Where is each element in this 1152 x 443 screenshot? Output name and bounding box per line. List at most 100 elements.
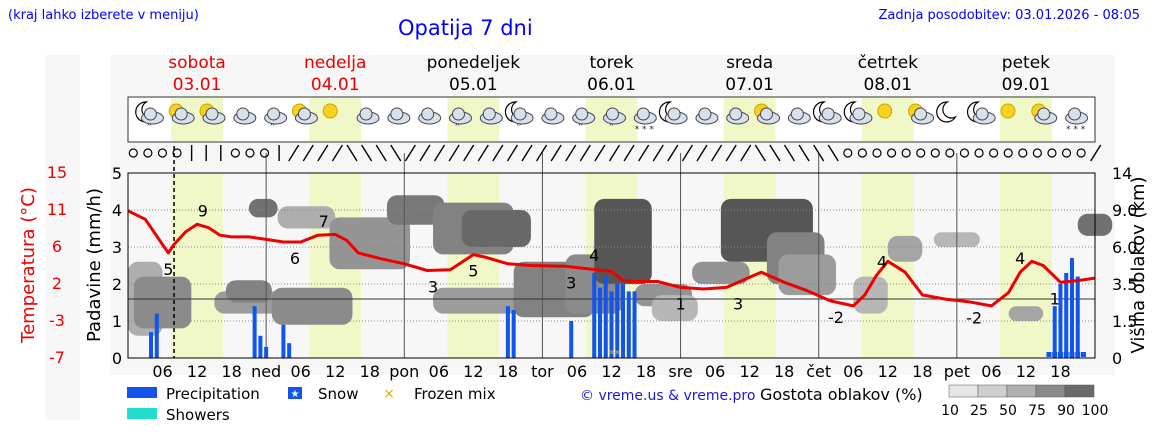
day-short-label: sre (668, 362, 692, 381)
wind-barb-icon (608, 144, 621, 162)
rain-drops: ′′ (578, 123, 583, 134)
cloud-density-swatch (977, 384, 1008, 398)
wind-barb-icon (492, 144, 504, 162)
wind-calm-icon (989, 148, 999, 158)
cloud-shape (729, 107, 743, 121)
wind-barb-icon (375, 144, 387, 162)
wind-calm-icon (1076, 148, 1086, 158)
day-short-label: tor (531, 362, 554, 381)
wind-barb-icon (827, 144, 839, 162)
cloud-density-tick: 75 (1028, 403, 1046, 419)
wind-barb-icon (638, 144, 650, 162)
precipitation-bar (569, 321, 574, 358)
hour-tick-label: 06 (705, 362, 725, 381)
hour-tick-label: 18 (221, 362, 241, 381)
cloud-density-area (611, 210, 647, 277)
wind-barb-icon (579, 144, 591, 162)
wind-barb-icon (754, 144, 766, 162)
cloud-rain-icon: ′′ (603, 107, 626, 134)
cloud-shape (975, 107, 989, 121)
wind-barb-icon (696, 144, 708, 162)
cloud-shape (297, 107, 311, 121)
hour-tick-label: 18 (912, 362, 932, 381)
wind-calm-icon (1061, 148, 1072, 158)
temperature-label: 4 (877, 253, 887, 272)
hour-tick-label: 12 (878, 362, 898, 381)
wind-calm-icon (974, 148, 984, 158)
day-date: 06.01 (587, 75, 636, 95)
cloud-density-area (271, 287, 353, 325)
cloud-density-legend-title: Gostota oblakov (%) (760, 385, 923, 404)
hour-tick-label: 06 (152, 362, 172, 381)
precip-tick-label: 4 (112, 201, 122, 220)
sun-icon (322, 103, 338, 119)
cloud-shape (606, 107, 619, 121)
hour-tick-label: 12 (463, 362, 483, 381)
wind-barb-icon (667, 144, 679, 162)
precipitation-bar (597, 287, 602, 358)
precipitation-bar (1075, 276, 1080, 358)
cloud-shape (1068, 107, 1082, 121)
cloud-snow-icon: * * * (633, 107, 657, 135)
wind-calm-icon (172, 148, 182, 158)
sun-cloud-icon (754, 103, 781, 125)
wind-barb-icon (448, 144, 460, 162)
temperature-tick-label: 11 (47, 200, 67, 219)
cloud-height-tick-label: 0 (1112, 349, 1122, 368)
moon-icon (936, 101, 957, 123)
cloud-shape (636, 107, 650, 121)
wind-calm-icon (930, 148, 940, 158)
wind-calm-icon (1003, 148, 1013, 158)
day-name: petek (1002, 53, 1050, 73)
frozen-mix-icon: × (383, 386, 395, 402)
cloud-density-area (1008, 306, 1044, 321)
cloud-shape (513, 107, 527, 121)
wind-calm-icon (1032, 148, 1042, 158)
moon-cloud-icon (843, 101, 873, 125)
moon-shape (936, 101, 957, 123)
legend-label: Precipitation (166, 385, 260, 403)
wind-barb-icon (317, 144, 329, 162)
moon-cloud-icon (658, 101, 688, 125)
hour-tick-label: 06 (981, 362, 1001, 381)
hour-tick-label: 06 (567, 362, 587, 381)
cloud-icon (541, 107, 565, 125)
day-short-label: čet (806, 362, 831, 381)
temperature-label: 1 (1050, 289, 1060, 308)
precipitation-bar (511, 309, 516, 358)
left-axis-panel (45, 55, 80, 420)
precipitation-bar (287, 343, 292, 358)
hour-tick-label: 12 (325, 362, 345, 381)
sun-cloud-icon (168, 103, 195, 125)
legend-swatch-showers (127, 408, 157, 419)
day-short-label: pon (389, 362, 419, 381)
day-date: 09.01 (1002, 75, 1051, 95)
wind-barb-icon (346, 144, 358, 162)
temperature-label: 3 (733, 294, 743, 313)
moon-cloud-icon (966, 101, 996, 125)
day-name: sobota (168, 53, 226, 73)
cloud-shape (790, 107, 804, 121)
wind-barb-icon (433, 144, 446, 162)
precipitation-bar (281, 324, 286, 358)
cloud-density-area (225, 280, 272, 303)
last-update: Zadnja posodobitev: 03.01.2026 - 08:05 (878, 8, 1140, 23)
wind-calm-icon (1047, 148, 1057, 158)
wind-calm-icon (128, 148, 138, 158)
wind-barb-icon (725, 144, 737, 162)
wind-barb-icon (813, 144, 825, 162)
temperature-label: -2 (966, 309, 982, 328)
day-date: 03.01 (173, 75, 222, 95)
cloud-icon (695, 107, 719, 125)
frozen-mix-marker: × (608, 348, 616, 358)
credit-link[interactable]: © vreme.us & vreme.pro (580, 388, 756, 404)
cloud-density-area (329, 217, 411, 270)
cloud-density-area (433, 287, 537, 314)
cloud-shape (390, 107, 404, 121)
wind-barb-icon (565, 144, 577, 162)
day-name: nedelja (304, 53, 366, 73)
cloud-shape (421, 107, 435, 121)
temperature-tick-label: -3 (49, 311, 65, 330)
moon-cloud-rain-icon: ′′ (135, 101, 164, 134)
hour-tick-label: 18 (1050, 362, 1070, 381)
